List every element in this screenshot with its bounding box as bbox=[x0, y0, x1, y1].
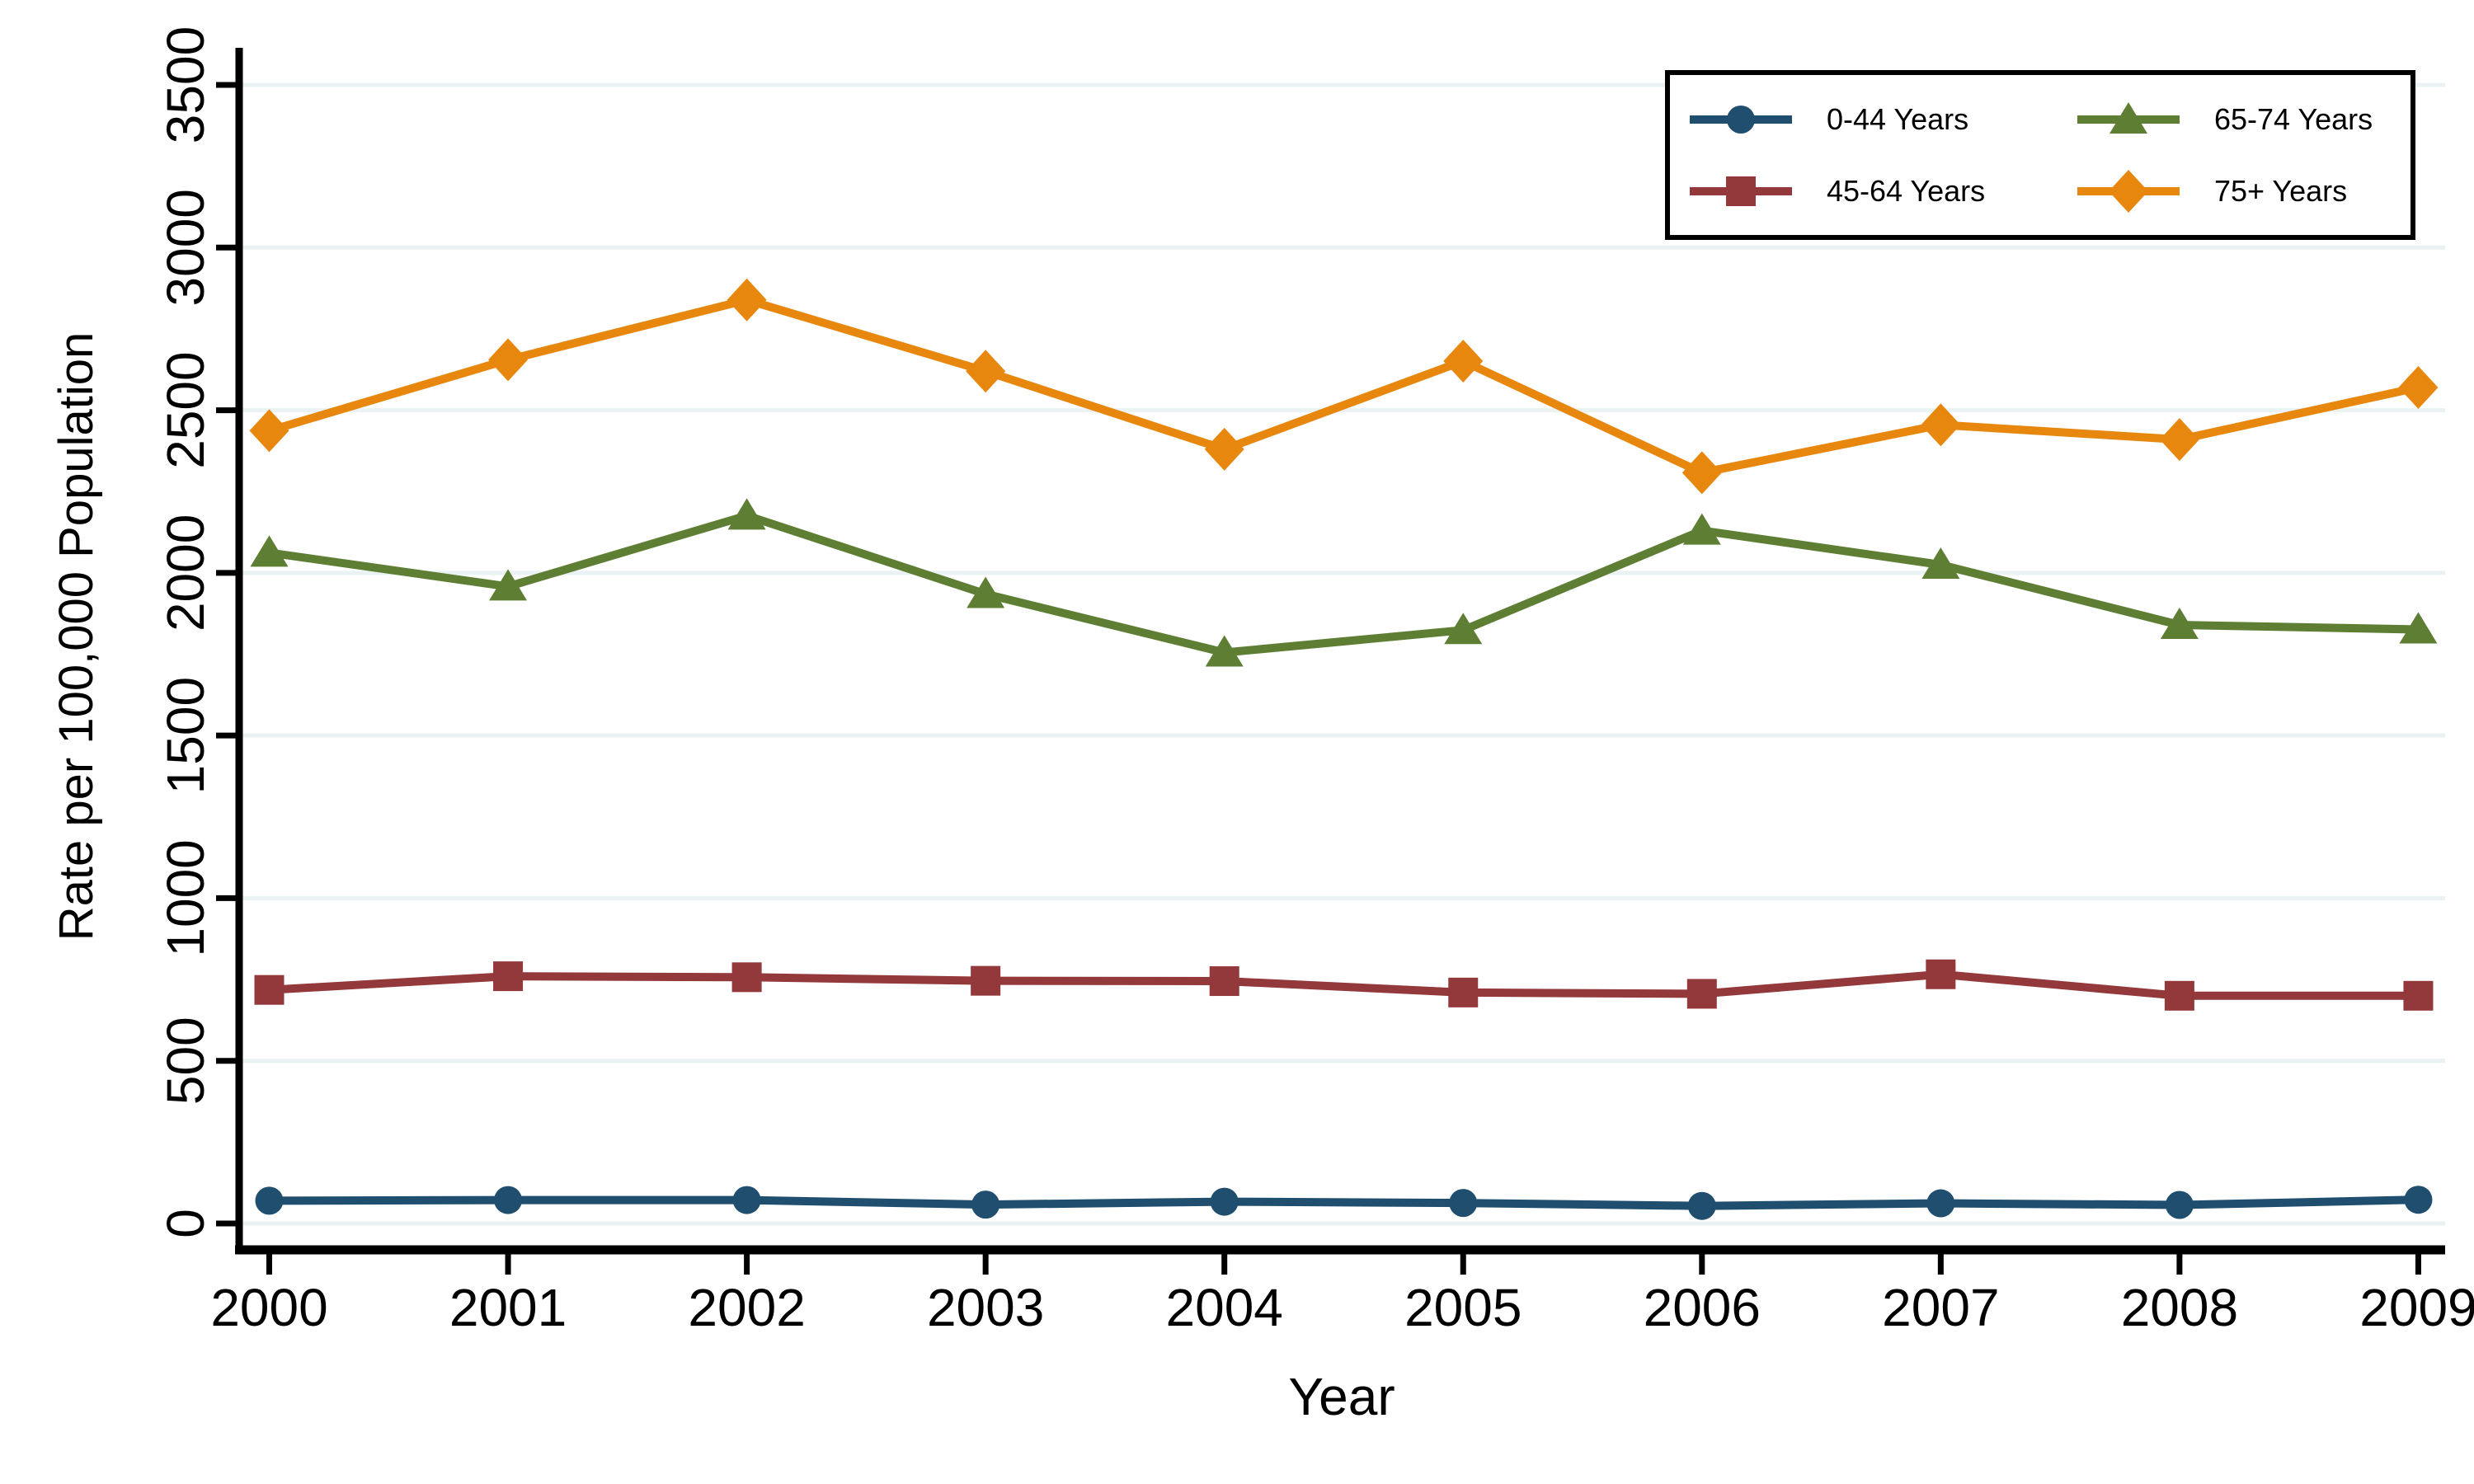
data-point-marker bbox=[2398, 365, 2439, 409]
data-point-marker bbox=[2404, 1186, 2433, 1214]
data-point-marker bbox=[1686, 979, 1717, 1009]
series-group bbox=[249, 278, 2439, 1220]
legend-entry: 45-64 Years bbox=[1688, 155, 2076, 227]
x-axis-title: Year bbox=[1288, 1367, 1395, 1426]
data-point-marker bbox=[1210, 1187, 1239, 1216]
data-point-marker bbox=[494, 1186, 523, 1214]
circle-marker-icon bbox=[1690, 105, 1792, 134]
y-tick-label: 3000 bbox=[156, 189, 215, 306]
x-axis-group: 2000 2001 2002 2003 2004 2005 2006 2007 2008 2009 bbox=[210, 1245, 2474, 1337]
data-point-marker bbox=[2159, 418, 2199, 462]
series-line-75+ Years bbox=[268, 295, 2420, 477]
legend-entry: 0-44 Years bbox=[1688, 83, 2076, 155]
series-line-0-44 Years bbox=[269, 1195, 2419, 1210]
data-point-marker bbox=[488, 338, 529, 382]
y-axis-group: 0 500 1000 1500 2000 2500 3000 3500 bbox=[156, 26, 243, 1254]
data-point-marker bbox=[2164, 980, 2194, 1011]
data-point-marker bbox=[254, 974, 285, 1005]
x-tick-label: 2007 bbox=[1882, 1278, 1999, 1337]
legend-marker-shape bbox=[1727, 105, 1755, 134]
x-tick-label: 2003 bbox=[927, 1278, 1044, 1337]
data-point-marker bbox=[1687, 1191, 1716, 1220]
data-point-marker bbox=[1449, 1189, 1478, 1218]
x-tick-label: 2009 bbox=[2359, 1278, 2474, 1337]
data-point-marker bbox=[2399, 612, 2438, 644]
data-point-marker bbox=[1443, 339, 1484, 383]
data-point-marker bbox=[1921, 547, 1960, 579]
y-axis-title: Rate per 100,000 Population bbox=[49, 332, 103, 941]
y-tick-label: 500 bbox=[156, 1017, 215, 1105]
data-point-marker bbox=[727, 498, 766, 530]
diamond-marker-icon bbox=[2077, 169, 2180, 213]
data-point-marker bbox=[2403, 980, 2434, 1011]
data-point-marker bbox=[1448, 977, 1479, 1007]
series-line-45-64 Years bbox=[269, 970, 2419, 1000]
data-point-marker bbox=[1681, 451, 1722, 495]
x-tick-label: 2000 bbox=[210, 1278, 327, 1337]
y-tick-label: 3500 bbox=[156, 26, 215, 143]
data-point-marker bbox=[1209, 966, 1239, 997]
legend-marker-shape bbox=[1726, 176, 1756, 206]
data-point-marker bbox=[2160, 607, 2199, 639]
data-point-marker bbox=[1444, 613, 1483, 645]
legend-marker-shape bbox=[2109, 169, 2148, 213]
series-line-65-74 Years bbox=[268, 511, 2419, 657]
legend: 0-44 Years 65-74 Years 45-64 Years 75+ Y… bbox=[1665, 70, 2415, 240]
y-tick-label: 0 bbox=[156, 1209, 215, 1238]
square-marker-icon bbox=[1690, 176, 1792, 206]
legend-label: 45-64 Years bbox=[1827, 173, 1986, 208]
data-point-marker bbox=[727, 278, 767, 322]
legend-marker-shape bbox=[2109, 101, 2147, 134]
x-tick-label: 2002 bbox=[688, 1278, 805, 1337]
legend-entry: 65-74 Years bbox=[2076, 83, 2409, 155]
data-point-marker bbox=[1682, 513, 1721, 545]
data-point-marker bbox=[1926, 1189, 1955, 1218]
legend-label: 65-74 Years bbox=[2214, 101, 2373, 136]
data-point-marker bbox=[489, 569, 528, 601]
data-point-marker bbox=[493, 961, 524, 992]
data-point-marker bbox=[1205, 635, 1244, 667]
legend-label: 0-44 Years bbox=[1827, 101, 1969, 136]
x-tick-label: 2001 bbox=[449, 1278, 567, 1337]
data-point-marker bbox=[1921, 403, 1961, 447]
data-point-marker bbox=[966, 350, 1006, 393]
x-tick-label: 2006 bbox=[1644, 1278, 1761, 1337]
data-point-marker bbox=[967, 576, 1005, 608]
triangle-marker-icon bbox=[2077, 101, 2180, 134]
data-point-marker bbox=[250, 535, 289, 567]
x-tick-label: 2005 bbox=[1404, 1278, 1522, 1337]
y-tick-label: 2000 bbox=[156, 514, 215, 632]
y-tick-label: 2500 bbox=[156, 351, 215, 468]
data-point-marker bbox=[731, 962, 762, 993]
x-tick-label: 2004 bbox=[1166, 1278, 1283, 1337]
x-tick-label: 2008 bbox=[2121, 1278, 2238, 1337]
data-point-marker bbox=[732, 1186, 761, 1214]
data-point-marker bbox=[971, 1190, 1000, 1219]
data-point-marker bbox=[1926, 959, 1956, 989]
data-point-marker bbox=[249, 409, 289, 453]
legend-entry: 75+ Years bbox=[2076, 155, 2409, 227]
data-point-marker bbox=[971, 965, 1001, 996]
data-point-marker bbox=[255, 1186, 284, 1215]
gridlines-group bbox=[239, 82, 2445, 1226]
y-tick-label: 1500 bbox=[156, 677, 215, 794]
y-tick-label: 1000 bbox=[156, 839, 215, 956]
data-point-marker bbox=[2165, 1190, 2194, 1219]
data-point-marker bbox=[1204, 427, 1244, 471]
legend-label: 75+ Years bbox=[2214, 173, 2348, 208]
